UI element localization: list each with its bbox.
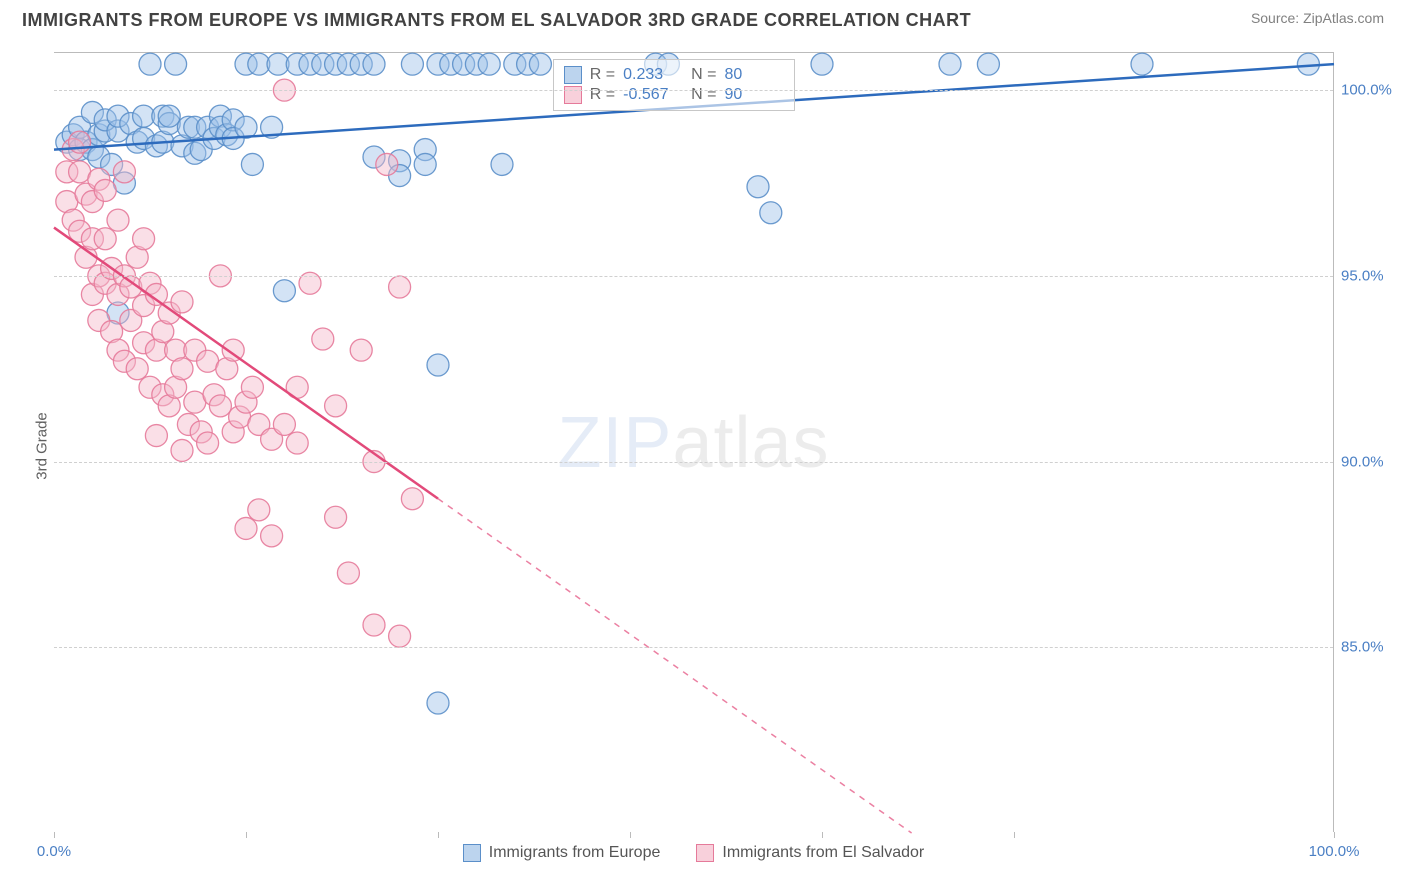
- x-tick-label: 0.0%: [37, 843, 71, 860]
- stat-label: R =: [590, 86, 615, 104]
- legend-swatch: [564, 66, 582, 84]
- scatter-point: [273, 280, 295, 302]
- scatter-point: [478, 53, 500, 75]
- x-tick-mark: [1334, 832, 1335, 838]
- scatter-point: [133, 228, 155, 250]
- scatter-point: [171, 358, 193, 380]
- trend-line-extrapolated: [438, 499, 912, 833]
- scatter-point: [241, 376, 263, 398]
- scatter-point: [94, 228, 116, 250]
- scatter-point: [261, 525, 283, 547]
- x-tick-mark: [1014, 832, 1015, 838]
- trend-line: [54, 228, 438, 499]
- legend-swatch: [564, 86, 582, 104]
- scatter-point: [811, 53, 833, 75]
- y-tick-label: 85.0%: [1341, 639, 1405, 656]
- scatter-point: [529, 53, 551, 75]
- scatter-point: [94, 179, 116, 201]
- stat-label: N =: [691, 86, 716, 104]
- scatter-point: [235, 517, 257, 539]
- scatter-point: [69, 131, 91, 153]
- scatter-point: [325, 506, 347, 528]
- scatter-point: [401, 53, 423, 75]
- scatter-point: [747, 176, 769, 198]
- scatter-point: [350, 339, 372, 361]
- y-tick-label: 95.0%: [1341, 267, 1405, 284]
- scatter-point: [363, 614, 385, 636]
- x-tick-mark: [54, 832, 55, 838]
- legend-stats-row: R = 0.233 N = 80: [564, 66, 785, 84]
- y-tick-label: 90.0%: [1341, 453, 1405, 470]
- stat-label: N =: [691, 66, 716, 84]
- scatter-point: [427, 354, 449, 376]
- scatter-point: [209, 395, 231, 417]
- scatter-point: [491, 153, 513, 175]
- scatter-point: [1131, 53, 1153, 75]
- gridline: [54, 276, 1333, 277]
- y-tick-label: 100.0%: [1341, 82, 1405, 99]
- scatter-point: [389, 625, 411, 647]
- scatter-point: [401, 488, 423, 510]
- chart-svg: [54, 53, 1333, 832]
- scatter-point: [165, 53, 187, 75]
- scatter-point: [760, 202, 782, 224]
- scatter-point: [337, 562, 359, 584]
- scatter-point: [363, 53, 385, 75]
- gridline: [54, 90, 1333, 91]
- source-attribution: Source: ZipAtlas.com: [1251, 10, 1384, 26]
- scatter-point: [414, 153, 436, 175]
- plot-area: ZIPatlas R =0.233N =80R =-0.567N =90 Imm…: [54, 52, 1334, 832]
- scatter-point: [158, 105, 180, 127]
- x-tick-mark: [246, 832, 247, 838]
- chart-title: IMMIGRANTS FROM EUROPE VS IMMIGRANTS FRO…: [22, 10, 971, 31]
- stat-n-value: 80: [724, 66, 784, 84]
- scatter-point: [273, 413, 295, 435]
- stat-r-value: -0.567: [623, 86, 683, 104]
- legend-stats-row: R = -0.567 N = 90: [564, 86, 785, 104]
- scatter-point: [171, 439, 193, 461]
- scatter-point: [977, 53, 999, 75]
- legend-label: Immigrants from Europe: [489, 844, 661, 862]
- scatter-point: [107, 209, 129, 231]
- legend-swatch: [696, 844, 714, 862]
- scatter-point: [139, 53, 161, 75]
- stat-r-value: 0.233: [623, 66, 683, 84]
- stat-label: R =: [590, 66, 615, 84]
- legend-item: Immigrants from El Salvador: [696, 844, 924, 862]
- x-tick-label: 100.0%: [1309, 843, 1360, 860]
- scatter-point: [325, 395, 347, 417]
- scatter-point: [389, 276, 411, 298]
- scatter-point: [427, 692, 449, 714]
- scatter-point: [235, 116, 257, 138]
- stat-n-value: 90: [724, 86, 784, 104]
- scatter-point: [241, 153, 263, 175]
- scatter-point: [286, 432, 308, 454]
- scatter-point: [126, 358, 148, 380]
- scatter-point: [113, 161, 135, 183]
- gridline: [54, 462, 1333, 463]
- legend-label: Immigrants from El Salvador: [722, 844, 924, 862]
- x-tick-mark: [822, 832, 823, 838]
- legend-item: Immigrants from Europe: [463, 844, 661, 862]
- scatter-point: [939, 53, 961, 75]
- legend-stats-box: R = 0.233 N = 80 R = -0.567 N = 90: [553, 59, 796, 111]
- scatter-point: [197, 432, 219, 454]
- header: IMMIGRANTS FROM EUROPE VS IMMIGRANTS FRO…: [0, 0, 1406, 37]
- legend-swatch: [463, 844, 481, 862]
- scatter-point: [248, 499, 270, 521]
- scatter-point: [171, 291, 193, 313]
- legend-series: Immigrants from Europe Immigrants from El…: [54, 844, 1333, 862]
- gridline: [54, 647, 1333, 648]
- y-axis-label: 3rd Grade: [33, 412, 50, 480]
- x-tick-mark: [630, 832, 631, 838]
- scatter-point: [376, 153, 398, 175]
- x-tick-mark: [438, 832, 439, 838]
- scatter-point: [145, 425, 167, 447]
- scatter-point: [312, 328, 334, 350]
